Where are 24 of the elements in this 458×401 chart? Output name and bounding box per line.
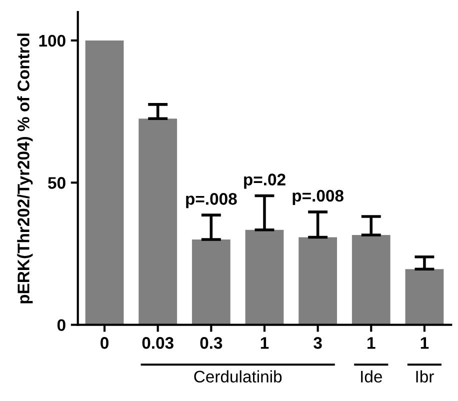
y-tick-label: 0: [57, 319, 66, 332]
bar: [138, 118, 178, 325]
bar: [85, 40, 124, 325]
x-tick-label: 0.3: [200, 337, 222, 349]
x-tick-label: 1: [260, 337, 269, 349]
y-tick-label: 100: [39, 34, 66, 47]
bar: [245, 230, 284, 325]
text: Cerdulatinib: [194, 370, 282, 383]
annotation: p=.008: [292, 190, 344, 205]
text: Ibr: [416, 370, 434, 383]
x-tick-label: 1: [420, 337, 429, 349]
bar: [405, 269, 444, 325]
y-tick-label: 50: [48, 177, 66, 189]
annotation: p=.02: [244, 174, 286, 189]
x-tick-label: 0.03: [142, 337, 174, 349]
x-tick-label: 0: [100, 337, 108, 349]
x-tick-label: 3: [314, 337, 322, 349]
y-axis-title: pERK(Thr202/Tyr204) % of Control: [17, 34, 33, 304]
bar: [352, 234, 390, 325]
x-tick-label: 1: [368, 337, 376, 349]
annotation: p=.008: [186, 193, 237, 208]
bar: [298, 237, 338, 325]
bar: [192, 240, 230, 325]
text: Ide: [361, 370, 382, 383]
